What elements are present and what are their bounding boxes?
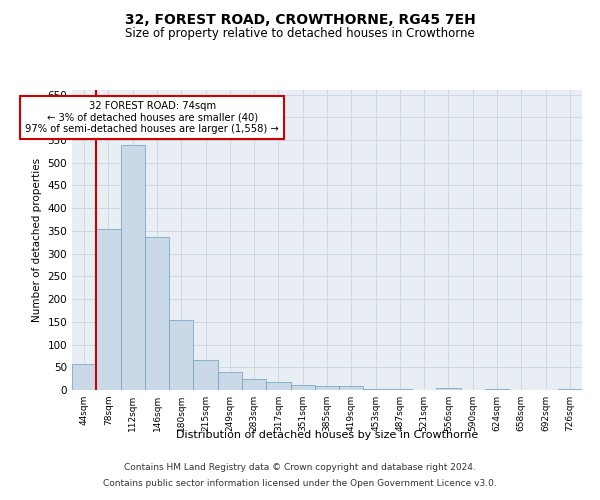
Bar xyxy=(169,320,193,390)
Text: 32 FOREST ROAD: 74sqm
← 3% of detached houses are smaller (40)
97% of semi-detac: 32 FOREST ROAD: 74sqm ← 3% of detached h… xyxy=(25,101,279,134)
Bar xyxy=(96,228,121,390)
Y-axis label: Number of detached properties: Number of detached properties xyxy=(32,158,42,322)
Bar xyxy=(290,386,315,390)
Text: 32, FOREST ROAD, CROWTHORNE, RG45 7EH: 32, FOREST ROAD, CROWTHORNE, RG45 7EH xyxy=(125,12,475,26)
Bar xyxy=(388,389,412,390)
Bar xyxy=(485,389,509,390)
Bar xyxy=(558,388,582,390)
Bar xyxy=(266,382,290,390)
Bar xyxy=(218,372,242,390)
Bar xyxy=(145,237,169,390)
Text: Size of property relative to detached houses in Crowthorne: Size of property relative to detached ho… xyxy=(125,28,475,40)
Bar xyxy=(315,386,339,390)
Bar xyxy=(364,389,388,390)
Text: Distribution of detached houses by size in Crowthorne: Distribution of detached houses by size … xyxy=(176,430,478,440)
Bar xyxy=(72,364,96,390)
Text: Contains public sector information licensed under the Open Government Licence v3: Contains public sector information licen… xyxy=(103,478,497,488)
Bar xyxy=(339,386,364,390)
Bar xyxy=(193,360,218,390)
Text: Contains HM Land Registry data © Crown copyright and database right 2024.: Contains HM Land Registry data © Crown c… xyxy=(124,464,476,472)
Bar xyxy=(436,388,461,390)
Bar xyxy=(121,144,145,390)
Bar xyxy=(242,379,266,390)
